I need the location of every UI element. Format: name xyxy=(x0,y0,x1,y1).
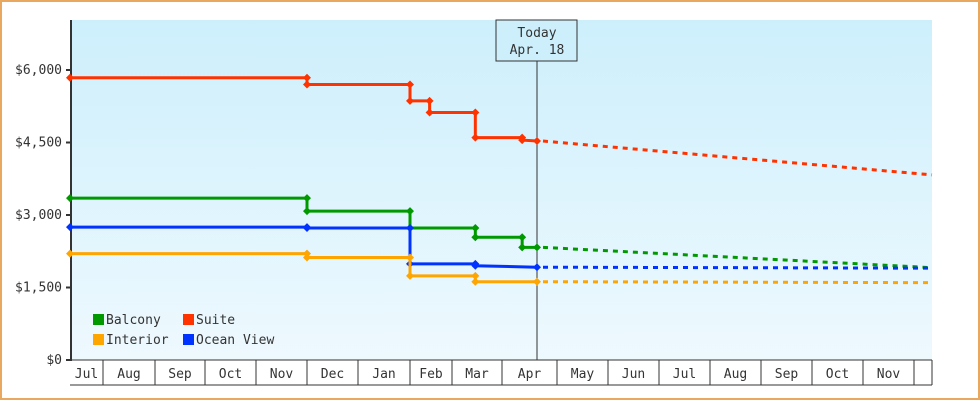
x-month-label: Dec xyxy=(321,367,344,382)
y-tick-label: $4,500 xyxy=(15,136,62,151)
y-tick-label: $1,500 xyxy=(15,281,62,296)
series-lines xyxy=(66,73,933,286)
data-point-marker xyxy=(533,137,541,146)
x-month-label: Jun xyxy=(622,367,645,382)
y-tick-label: $3,000 xyxy=(15,208,62,223)
x-month-label: Nov xyxy=(270,367,294,382)
data-point-marker xyxy=(406,253,414,262)
legend-swatch xyxy=(183,314,194,325)
legend-label: Interior xyxy=(106,333,169,348)
series-line-balcony xyxy=(70,196,537,249)
y-tick-label: $6,000 xyxy=(15,63,62,78)
plot-area xyxy=(71,20,932,360)
data-point-marker xyxy=(471,133,480,142)
data-point-marker xyxy=(303,207,311,216)
x-month-label: Sep xyxy=(168,367,192,382)
legend-swatch xyxy=(93,314,104,325)
data-point-marker xyxy=(303,224,311,233)
data-point-marker xyxy=(303,80,311,89)
y-tick-label: $0 xyxy=(46,353,62,368)
x-month-label: May xyxy=(571,367,595,382)
data-point-marker xyxy=(406,224,414,233)
data-point-marker xyxy=(471,224,480,233)
data-point-marker xyxy=(471,261,480,270)
forecast-line-interior xyxy=(542,280,933,285)
x-axis: Jul Aug Sep Oct Nov Dec Jan Feb Mar Apr May Jun Jul A… xyxy=(70,359,933,386)
x-month-label: Oct xyxy=(219,367,242,382)
today-date: Apr. 18 xyxy=(510,43,565,58)
data-point-marker xyxy=(518,233,527,242)
data-point-marker xyxy=(66,194,74,203)
data-point-marker xyxy=(471,233,480,242)
data-point-marker xyxy=(518,243,527,252)
data-point-marker xyxy=(425,96,434,105)
data-point-marker xyxy=(303,253,311,262)
legend-label: Balcony xyxy=(106,313,161,328)
data-point-marker xyxy=(533,277,541,286)
data-point-marker xyxy=(471,108,480,117)
legend-swatch xyxy=(93,334,104,345)
data-point-marker xyxy=(66,73,74,82)
x-month-label: Feb xyxy=(419,367,443,382)
legend-label: Suite xyxy=(196,313,235,328)
x-month-label: Jul xyxy=(75,367,98,382)
x-month-label: Mar xyxy=(465,367,489,382)
data-point-marker xyxy=(518,136,527,145)
data-point-marker xyxy=(533,263,541,272)
data-point-marker xyxy=(471,271,480,280)
x-month-label: Jul xyxy=(673,367,696,382)
forecast-line-ocean-view xyxy=(542,265,933,270)
x-month-label: Oct xyxy=(826,367,849,382)
data-point-marker xyxy=(406,96,414,105)
data-point-marker xyxy=(406,80,414,89)
data-point-marker xyxy=(425,108,434,117)
legend-swatch xyxy=(183,334,194,345)
x-month-label: Aug xyxy=(117,367,140,382)
data-point-marker xyxy=(303,73,311,82)
forecast-line-balcony xyxy=(542,245,933,270)
legend-label: Ocean View xyxy=(196,333,274,348)
data-point-marker xyxy=(533,243,541,252)
today-marker: Today Apr. 18 xyxy=(495,19,578,360)
x-month-label: Nov xyxy=(877,367,901,382)
data-point-marker xyxy=(303,194,311,203)
data-point-marker xyxy=(66,249,74,258)
x-month-label: Jan xyxy=(372,367,395,382)
data-point-marker xyxy=(66,223,74,232)
today-label: Today xyxy=(517,26,556,41)
y-axis: $0 $1,500 $3,000 $4,500 $6,000 xyxy=(15,20,72,368)
x-month-label: Apr xyxy=(518,367,542,382)
data-point-marker xyxy=(406,207,414,216)
x-month-label: Aug xyxy=(724,367,747,382)
data-point-marker xyxy=(406,271,414,280)
x-month-label: Sep xyxy=(775,367,799,382)
data-point-marker xyxy=(471,277,480,286)
legend: Balcony Suite Interior Ocean View xyxy=(93,313,274,348)
